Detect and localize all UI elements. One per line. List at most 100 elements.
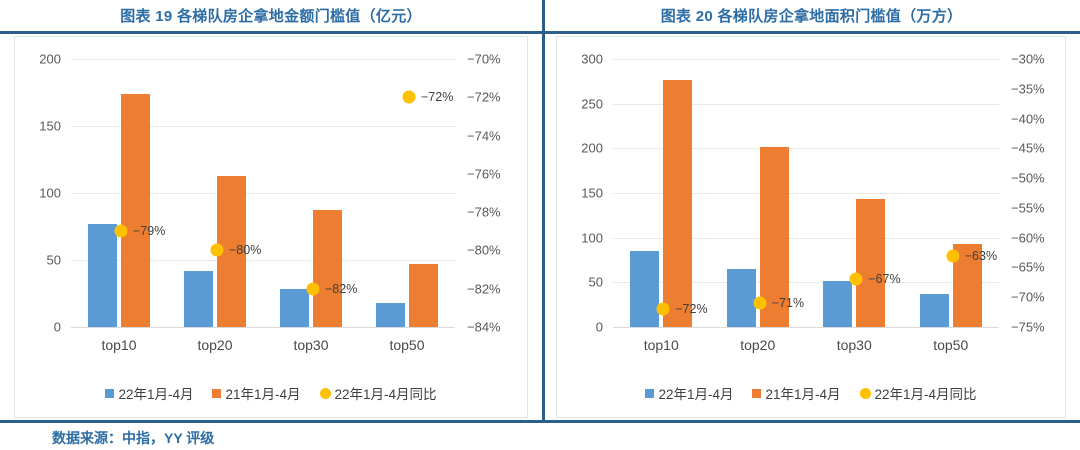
y-axis-tick-label: 300 — [581, 51, 603, 67]
y2-axis-tick-label: −70% — [1011, 289, 1045, 305]
legend-label-orange: 21年1月-4月 — [765, 387, 841, 402]
vertical-divider-rule — [542, 0, 545, 423]
titles-bar: 图表 19 各梯队房企拿地金额门槛值（亿元） 图表 20 各梯队房企拿地面积门槛… — [0, 0, 1080, 31]
x-axis-category-label: top20 — [740, 337, 776, 353]
gridline — [613, 237, 999, 239]
legend-item-yoy: 22年1月-4月同比 — [319, 383, 437, 403]
legend-label-blue: 22年1月-4月 — [118, 387, 194, 402]
bar-top30-series1 — [823, 280, 853, 327]
data-point-top50 — [402, 90, 416, 104]
bar-top20-series1 — [726, 268, 756, 327]
y2-axis-tick-label: −45% — [1011, 140, 1045, 156]
legend-swatch-square-blue-icon — [645, 388, 655, 398]
gridline — [613, 103, 999, 105]
y2-axis-tick-label: −74% — [467, 128, 501, 144]
legend-swatch-square-orange-icon — [752, 388, 762, 398]
y2-axis-tick-label: −78% — [467, 204, 501, 220]
footer-divider-rule — [0, 420, 1080, 423]
bar-top10-series2 — [663, 79, 693, 327]
chart-title-right: 图表 20 各梯队房企拿地面积门槛值（万方） — [660, 8, 963, 25]
data-point-top30 — [849, 272, 863, 286]
x-axis-category-label: top50 — [933, 337, 969, 353]
bar-top10-series1 — [630, 251, 660, 327]
legend-item-orange: 21年1月-4月 — [212, 383, 301, 403]
y2-axis-tick-label: −30% — [1011, 51, 1045, 67]
y2-axis-tick-label: −55% — [1011, 200, 1045, 216]
y-axis-tick-label: 0 — [53, 319, 61, 335]
data-label-top50: −72% — [421, 90, 454, 105]
bar-top50-series2 — [409, 264, 438, 327]
gridline — [71, 260, 455, 261]
y2-axis-tick-label: −65% — [1011, 259, 1045, 275]
y2-axis-tick-label: −84% — [467, 319, 501, 335]
y-axis-tick-label: 150 — [581, 185, 603, 201]
y-axis-tick-label: 0 — [595, 319, 603, 335]
plot-area-left: 0 50 100 150 200 −70% −72% −74% −76% −78% −80% −82%… — [15, 37, 527, 417]
gridline — [613, 148, 999, 150]
legend-item-yoy: 22年1月-4月同比 — [859, 383, 977, 403]
chart-panel-right: 0 50 100 150 200 250 300 −30% −35% −40% −45% −50% −5… — [556, 36, 1066, 418]
data-point-top50 — [946, 249, 960, 263]
data-label-top20: −71% — [771, 296, 805, 311]
source-note: 数据来源：中指，YY 评级 — [52, 430, 215, 446]
gridline — [71, 126, 455, 127]
x-axis-category-label: top10 — [101, 337, 137, 353]
y-axis-tick-label: 100 — [39, 185, 61, 201]
data-label-top30: −82% — [325, 281, 358, 296]
y2-axis-tick-label: −76% — [467, 166, 501, 182]
bar-top30-series1 — [280, 289, 309, 327]
x-axis-category-label: top30 — [836, 337, 872, 353]
chart-title-left: 图表 19 各梯队房企拿地金额门槛值（亿元） — [120, 8, 422, 25]
data-point-top30 — [306, 282, 320, 296]
y2-axis-tick-label: −60% — [1011, 230, 1045, 246]
y2-axis-tick-label: −82% — [467, 281, 501, 297]
y2-axis-tick-label: −50% — [1011, 170, 1045, 186]
y-axis-tick-label: 200 — [581, 140, 603, 156]
data-label-top50: −63% — [964, 248, 998, 263]
x-axis-category-label: top30 — [293, 337, 329, 353]
legend-label-blue: 22年1月-4月 — [658, 387, 734, 402]
axis-baseline — [71, 327, 455, 328]
legend-swatch-square-orange-icon — [212, 388, 222, 398]
data-label-top10: −72% — [675, 302, 708, 317]
x-axis-category-label: top10 — [643, 337, 679, 353]
legend-item-orange: 21年1月-4月 — [752, 383, 841, 403]
chart-legend-left: 22年1月-4月 21年1月-4月 22年1月-4月同比 — [15, 383, 527, 403]
legend-label-yoy: 22年1月-4月同比 — [334, 387, 437, 402]
gridline — [71, 193, 455, 194]
y2-axis-tick-label: −40% — [1011, 111, 1045, 127]
bar-top20-series1 — [184, 270, 213, 327]
y-axis-tick-label: 150 — [39, 118, 61, 134]
gridline — [71, 59, 455, 60]
y2-axis-tick-label: −35% — [1011, 81, 1045, 97]
data-label-top20: −80% — [229, 243, 262, 258]
bar-top50-series1 — [919, 293, 949, 327]
data-point-top20 — [210, 243, 224, 257]
data-label-top30: −67% — [868, 272, 901, 287]
data-label-top10: −79% — [133, 224, 166, 239]
legend-label-orange: 21年1月-4月 — [225, 387, 301, 402]
plot-area-right: 0 50 100 150 200 250 300 −30% −35% −40% −45% −50% −5… — [557, 37, 1065, 417]
legend-swatch-circle-yellow-icon — [859, 387, 871, 399]
bar-top20-series2 — [759, 147, 789, 327]
bar-top10-series1 — [88, 223, 117, 327]
gridline — [613, 193, 999, 194]
data-point-top10 — [114, 224, 128, 238]
y2-axis-tick-label: −75% — [1011, 319, 1045, 335]
data-point-top20 — [753, 296, 767, 310]
legend-item-blue: 22年1月-4月 — [645, 383, 733, 403]
data-point-top10 — [656, 302, 670, 316]
chart-legend-right: 22年1月-4月 21年1月-4月 22年1月-4月同比 — [557, 383, 1065, 403]
y-axis-tick-label: 100 — [581, 230, 603, 246]
header-divider-rule — [0, 31, 1080, 34]
y-axis-tick-label: 50 — [588, 274, 603, 290]
legend-swatch-square-blue-icon — [105, 388, 115, 398]
legend-item-blue: 22年1月-4月 — [105, 383, 193, 403]
x-axis-category-label: top20 — [197, 337, 233, 353]
y-axis-tick-label: 200 — [39, 51, 61, 67]
gridline — [613, 59, 999, 60]
y2-axis-tick-label: −72% — [467, 89, 501, 105]
y2-axis-tick-label: −80% — [467, 242, 501, 258]
gridline — [613, 282, 999, 284]
chart-panel-left: 0 50 100 150 200 −70% −72% −74% −76% −78% −80% −82%… — [14, 36, 528, 418]
